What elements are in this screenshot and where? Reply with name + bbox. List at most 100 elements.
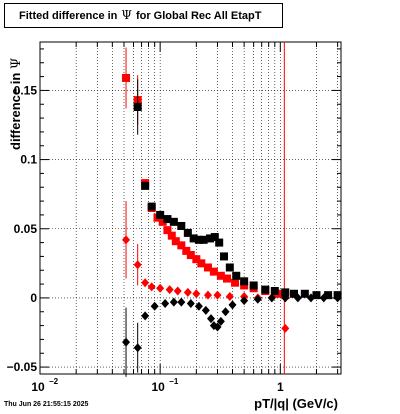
data-marks [121,47,342,377]
data-point [249,281,258,290]
data-point [156,283,165,293]
data-point [253,294,262,304]
chart-title-prefix: Fitted difference in [19,10,118,22]
data-point [228,300,237,310]
data-point [213,322,222,332]
data-point [169,217,178,226]
data-point [163,226,172,235]
data-point [306,293,315,303]
data-point [194,301,203,311]
data-point [194,235,203,244]
data-point [186,251,195,260]
data-point [240,296,249,306]
y-tick-label: 0.15 [14,83,38,97]
x-tick-label: 10 [151,380,165,394]
data-point [240,277,249,286]
series-2 [122,201,290,333]
data-point [133,260,142,270]
data-point [333,293,342,303]
data-point [147,282,156,292]
x-tick-label: 10 [31,380,45,394]
data-point [293,293,302,303]
data-point [189,234,198,243]
data-point [210,233,219,242]
data-point [141,311,150,321]
data-point [122,235,131,245]
y-tick-label: −0.05 [7,360,38,374]
data-point [169,297,178,307]
data-point [183,228,192,237]
data-point [156,210,165,219]
data-point [312,291,321,300]
data-point [141,181,150,190]
data-point [192,255,201,264]
x-axis-title: pT/|q| (GeV/c) [254,396,338,411]
data-point [186,298,195,308]
data-point [177,221,186,230]
series-3 [122,293,342,377]
data-point [192,289,201,299]
y-axis-title-prefix: difference in [8,72,23,150]
data-point [165,285,174,295]
data-point [207,314,216,324]
data-point [197,259,206,268]
data-point [221,307,230,317]
data-point [319,293,328,303]
data-point [122,337,131,347]
data-point [141,278,150,288]
x-tick-label-exponent: −1 [169,377,179,386]
data-point [158,217,167,226]
chart-title-symbol: Ψ [121,8,132,22]
data-point [122,73,131,82]
data-point [203,290,212,300]
timestamp: Thu Jun 26 21:55:15 2025 [4,401,89,408]
data-point [324,291,333,300]
plot-frame [39,41,342,375]
data-point [225,263,234,272]
series-0 [121,47,290,300]
data-point [225,292,234,302]
series-1 [133,79,342,300]
data-point [206,234,215,243]
y-tick-label: 0.1 [20,153,37,167]
data-point [203,263,212,272]
data-point [216,271,225,280]
data-point [231,278,240,287]
chart-title-suffix: for Global Rec All EtapT [135,10,262,22]
data-point [182,246,191,255]
y-axis-title: difference in Ψ [8,58,24,150]
grid-lines [40,42,341,374]
data-point [177,297,186,307]
x-tick-label: 1 [277,380,284,394]
x-tick-label-exponent: −2 [49,377,59,386]
data-point [222,274,231,283]
y-tick-label: 0.05 [14,222,38,236]
data-point [183,287,192,297]
data-point [173,286,182,296]
data-point [161,298,170,308]
y-tick-label: 0 [30,291,37,305]
data-point [240,281,249,290]
data-point [289,289,298,298]
data-point [267,293,276,303]
data-point [270,287,279,295]
axes: −0.05 0 0.05 0.1 0.15 10 −2 10 −1 1 [7,42,341,394]
y-axis-title-symbol: Ψ [9,57,24,70]
data-point [261,285,270,294]
data-point [213,290,222,300]
data-point [209,267,218,276]
data-point [281,323,290,333]
data-point [171,237,180,246]
data-point [281,288,290,297]
data-point [232,271,241,280]
data-point [281,293,290,303]
data-point [177,241,186,250]
data-point [150,301,159,311]
data-point [133,103,142,112]
data-point [199,235,208,244]
data-point [147,202,156,211]
data-point [215,238,224,247]
data-point [133,343,142,353]
